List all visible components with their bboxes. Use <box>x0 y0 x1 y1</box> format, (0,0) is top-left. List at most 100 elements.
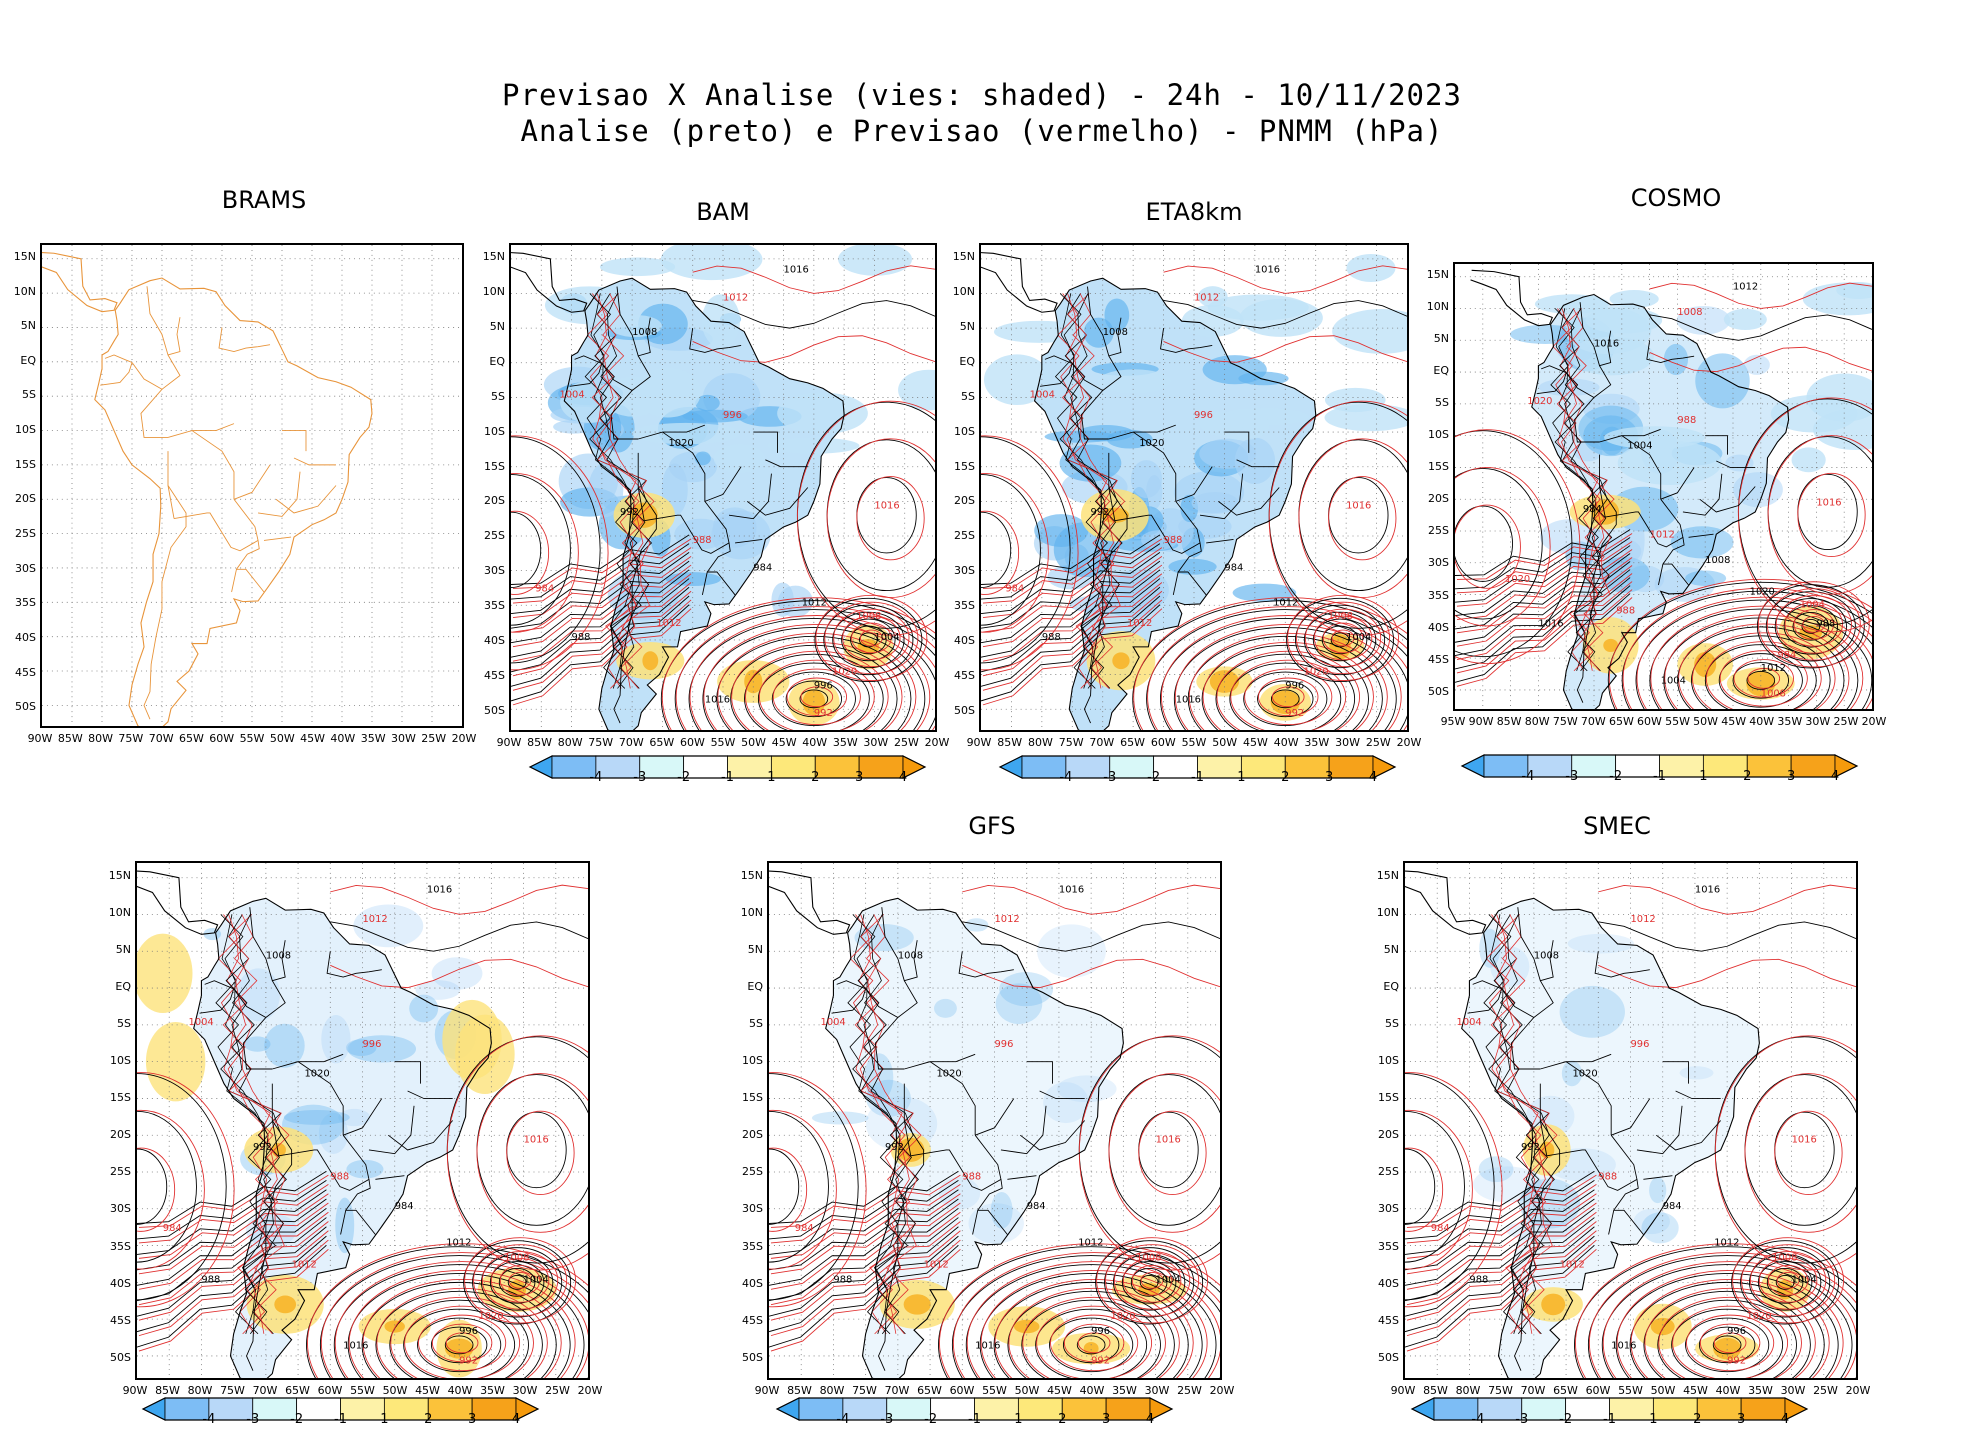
pressure-contours <box>1405 884 1856 1378</box>
lon-tick-label: 75W <box>588 736 614 749</box>
contour-label: 1008 <box>1761 688 1786 699</box>
lon-tick-label: 55W <box>1665 715 1690 728</box>
coastlines <box>1405 870 1760 1378</box>
colorbar-label: 3 <box>854 770 864 785</box>
contour-label: 1008 <box>1705 555 1730 566</box>
coastlines <box>137 870 492 1378</box>
lat-tick-label: 20S <box>1378 1128 1399 1142</box>
lon-tick-label: 45W <box>1721 715 1747 728</box>
colorbar-label: 4 <box>1145 1412 1155 1427</box>
lon-tick-label: 60W <box>1637 715 1662 728</box>
pressure-contours <box>137 884 588 1378</box>
colorbar-label: -3 <box>1515 1412 1529 1427</box>
contour-label: 992 <box>814 708 833 719</box>
lon-tick-label: 65W <box>1120 736 1145 749</box>
contour-label: 996 <box>995 1039 1014 1050</box>
contour-label: 996 <box>723 410 742 421</box>
colorbar-segment <box>1240 755 1286 779</box>
lon-tick-label: 40W <box>1273 736 1299 749</box>
contour-label: 984 <box>395 1201 414 1212</box>
lon-tick-label: 45W <box>1242 736 1268 749</box>
lat-tick-label: 5S <box>1435 396 1449 410</box>
lon-tick-label: 75W <box>1488 1384 1513 1397</box>
contour-label: 1004 <box>1792 1274 1817 1285</box>
bias-shading <box>1509 282 1872 709</box>
contour-label: 1012 <box>802 597 827 608</box>
contour-label: 1008 <box>1103 327 1128 338</box>
lat-tick-label: 10N <box>108 905 131 919</box>
lon-tick-label: 90W <box>754 1384 780 1397</box>
lat-tick-label: 30S <box>484 564 505 578</box>
lon-tick-label: 40W <box>330 732 356 745</box>
contour-label: 988 <box>962 1171 981 1182</box>
lon-tick-label: 80W <box>819 1384 845 1397</box>
lon-tick-label: 75W <box>1552 715 1578 728</box>
lon-tick-label: 65W <box>1553 1384 1578 1397</box>
lon-tick-label: 55W <box>710 736 736 749</box>
map-canvas-brams <box>42 245 462 726</box>
contour-label: 1008 <box>1136 1252 1161 1263</box>
lat-tick-label: 40S <box>954 634 975 648</box>
lat-tick-label: 35S <box>110 1239 131 1253</box>
colorbar-extend-low <box>775 1397 800 1421</box>
lat-tick-label: 25S <box>110 1165 131 1179</box>
contour-label: 1016 <box>1255 265 1280 276</box>
coastlines <box>511 252 845 730</box>
colorbar-extend-high <box>1372 755 1397 779</box>
colorbar-label: -2 <box>1147 770 1161 785</box>
lon-tick-label: 30W <box>1780 1384 1806 1397</box>
contour-label: 1012 <box>723 292 748 303</box>
lon-tick-label: 30W <box>1144 1384 1170 1397</box>
colorbar-label: -4 <box>202 1412 216 1427</box>
colorbar-label: 4 <box>898 770 908 785</box>
colorbar-label: 2 <box>424 1412 433 1427</box>
lat-tick-label: EQ <box>1383 980 1399 994</box>
lon-tick-label: 35W <box>1748 1384 1773 1397</box>
lon-tick-label: 30W <box>512 1384 538 1397</box>
lon-tick-label: 60W <box>679 736 705 749</box>
lat-tick-label: 5S <box>1385 1017 1399 1031</box>
colorbar-label: 3 <box>1101 1412 1111 1427</box>
map-canvas-smec: 1016101210081004102099699298898410161012… <box>1405 863 1856 1378</box>
lon-tick-label: 45W <box>300 732 325 745</box>
lat-tick-label: 10N <box>13 284 36 298</box>
lon-tick-label: 20W <box>1845 1384 1871 1397</box>
colorbar-extend-low <box>1460 754 1485 778</box>
contour-label: 992 <box>1091 507 1110 518</box>
colorbar-label: 1 <box>767 770 776 785</box>
contour-label: 1012 <box>292 1260 317 1271</box>
lon-tick-label: 40W <box>447 1384 473 1397</box>
map-canvas-cosmo: 1012 1008 1016 1020 1004 988 984 1012 1008 1016 10… <box>1455 264 1872 709</box>
lat-tick-label: 20S <box>742 1128 763 1142</box>
colorbar-label: -2 <box>677 770 691 785</box>
lat-tick-label: EQ <box>959 354 975 368</box>
lon-tick-label: 45W <box>1047 1384 1072 1397</box>
colorbar-label: -2 <box>1559 1412 1573 1427</box>
lon-tick-label: 80W <box>1455 1384 1481 1397</box>
lon-tick-label: 80W <box>557 736 583 749</box>
lat-tick-label: 45S <box>1428 652 1449 666</box>
lat-tick-label: 15S <box>742 1091 763 1105</box>
colorbar-label: 4 <box>1830 769 1840 784</box>
lon-tick-label: 70W <box>1520 1384 1546 1397</box>
lat-tick-label: 15N <box>482 249 505 263</box>
colorbar-segment <box>1061 1397 1107 1421</box>
lon-tick-label: 35W <box>360 732 386 745</box>
contour-label: 1004 <box>524 1274 549 1285</box>
lon-tick-label: 40W <box>1715 1384 1741 1397</box>
lat-tick-label: 15N <box>13 249 36 263</box>
lat-tick-label: 15S <box>954 459 975 473</box>
lat-tick-label: 40S <box>742 1276 763 1290</box>
coastlines <box>769 870 1124 1378</box>
lon-tick-label: 90W <box>1468 715 1494 728</box>
colorbar-label: -1 <box>1191 770 1204 785</box>
lat-tick-label: 15S <box>1378 1091 1399 1105</box>
lon-tick-label: 90W <box>27 732 53 745</box>
contour-label: 984 <box>1431 1223 1450 1234</box>
lat-tick-label: 10S <box>954 424 975 438</box>
colorbar-extend-high <box>515 1397 540 1421</box>
contour-label: 1008 <box>898 951 923 962</box>
lon-tick-label: 85W <box>1496 715 1522 728</box>
colorbar-label: -3 <box>1565 769 1579 784</box>
map-eta8km: 1016 1012 1008 1004 1020 996 992 988 984 1016 1012… <box>979 243 1409 732</box>
